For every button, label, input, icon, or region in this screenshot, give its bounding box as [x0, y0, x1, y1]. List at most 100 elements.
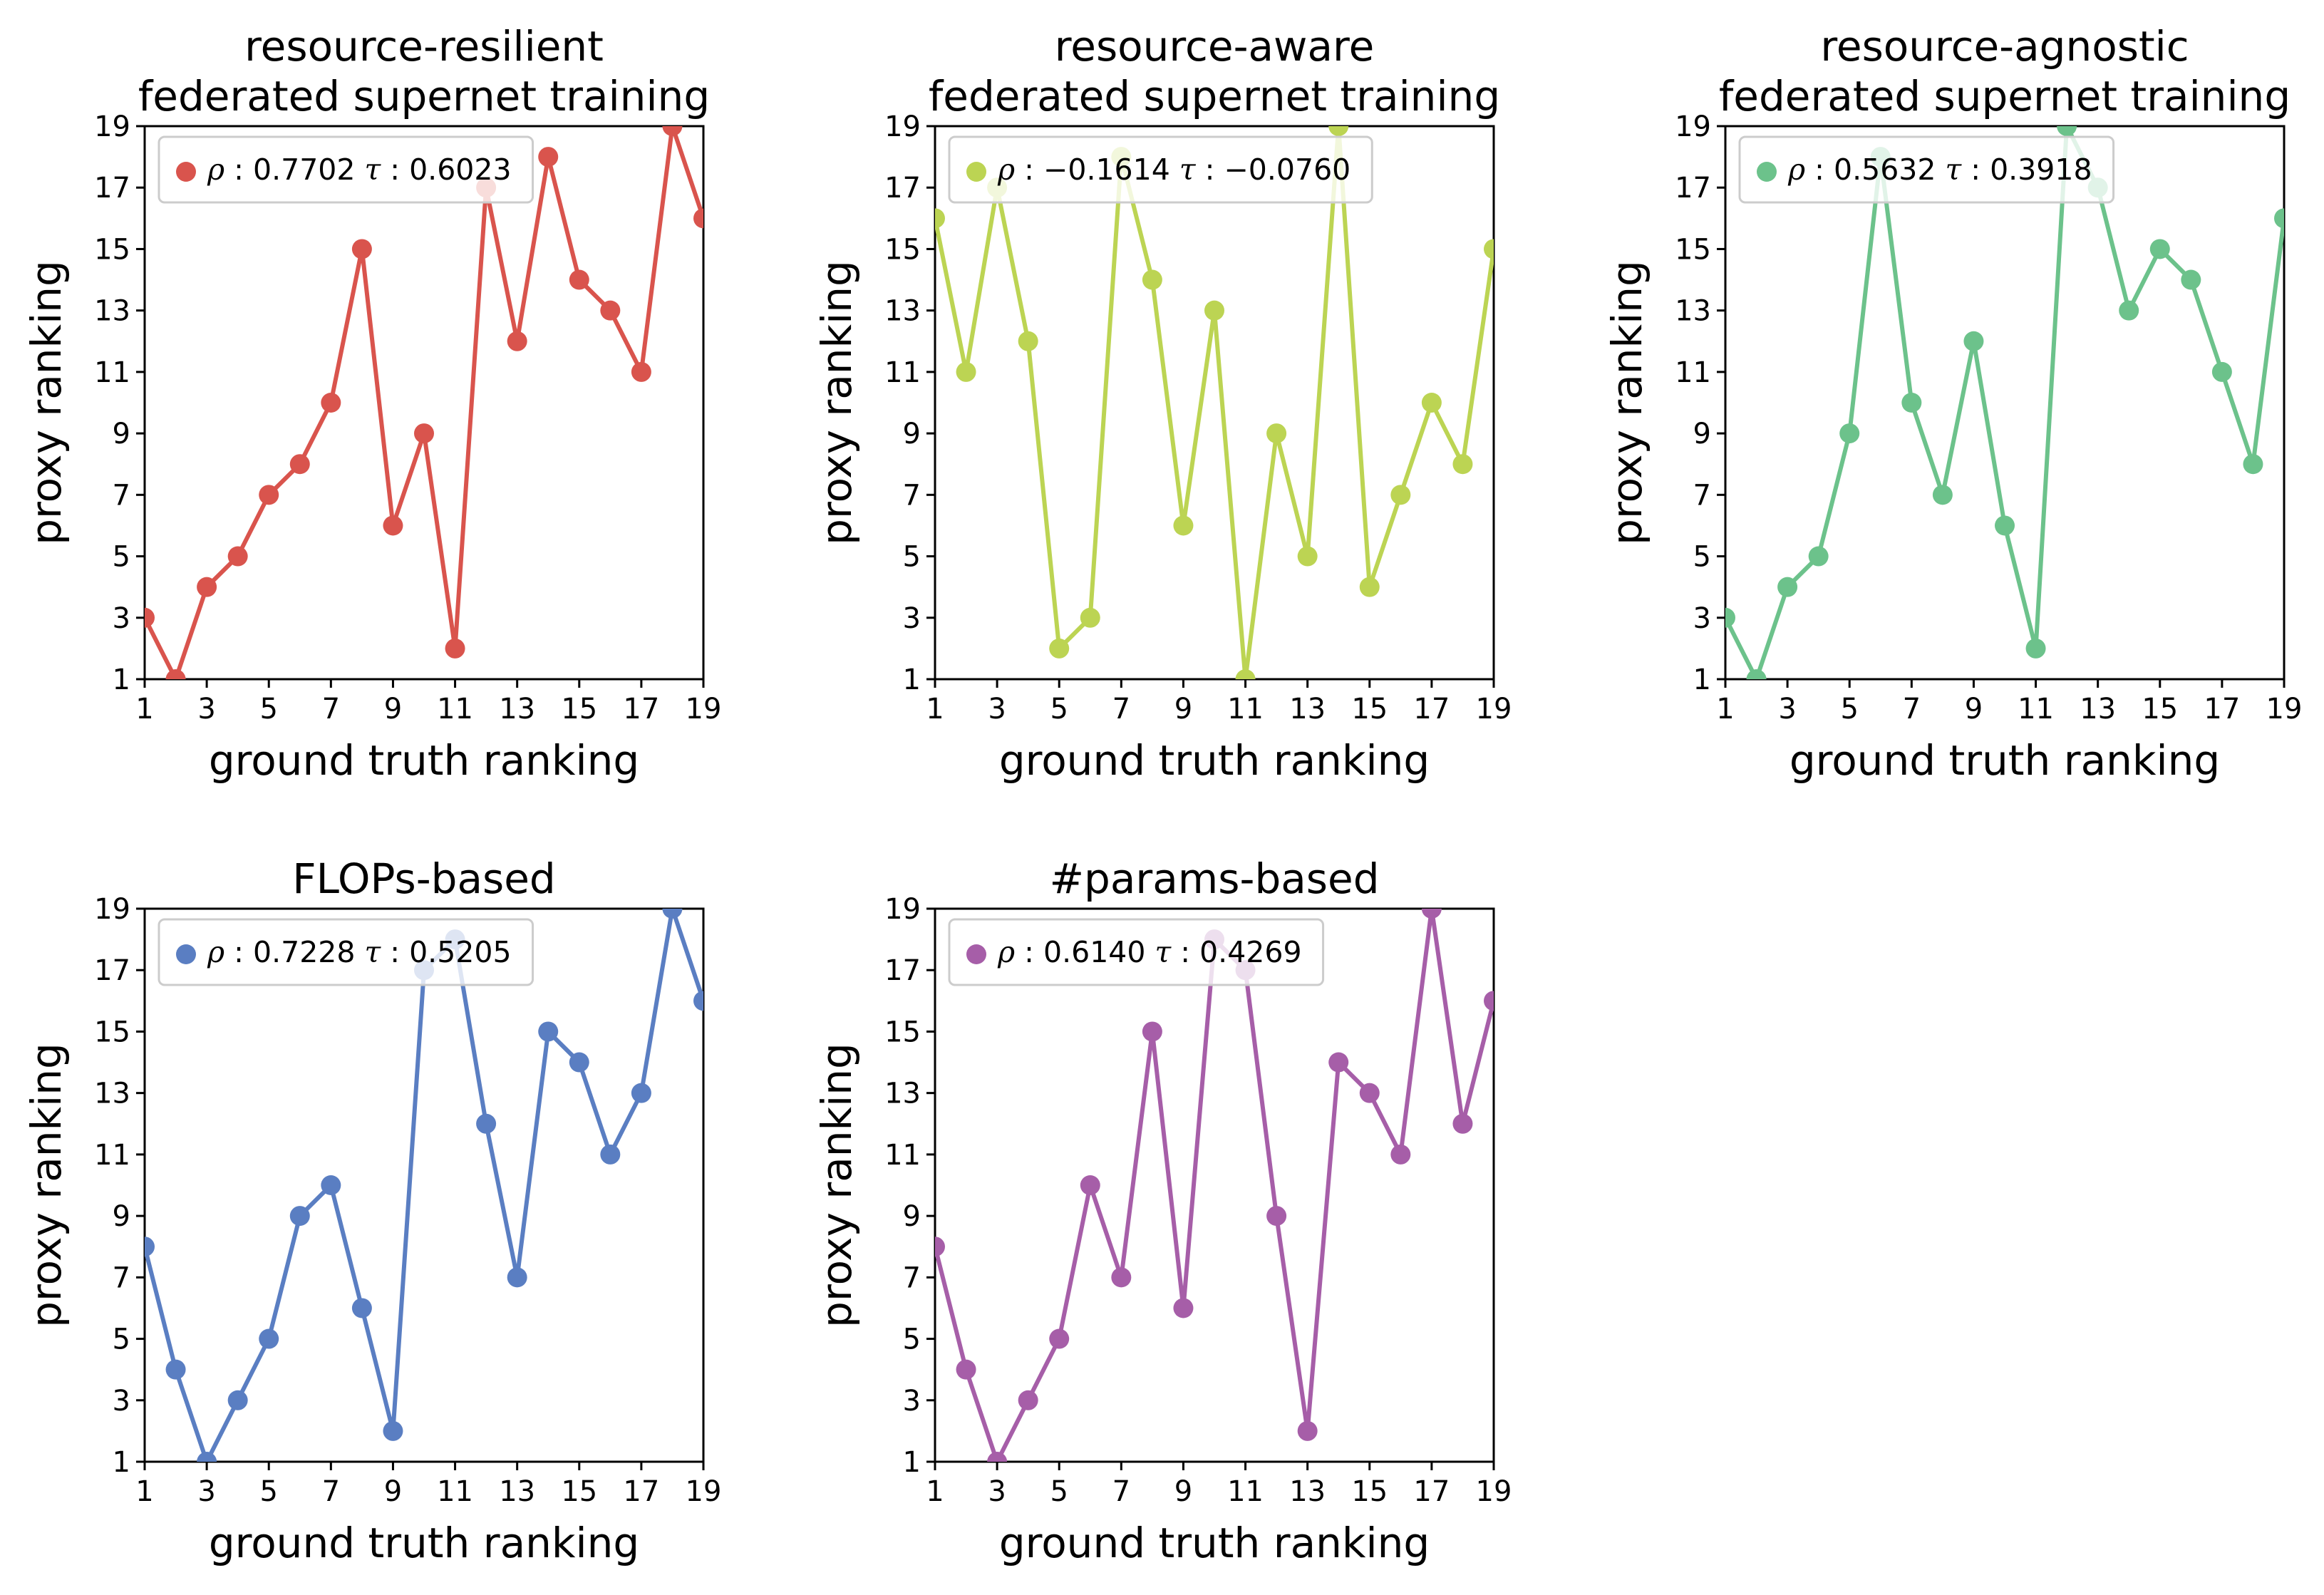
y-tick-label: 15 — [94, 233, 130, 266]
y-tick-label: 11 — [884, 1139, 921, 1172]
y-tick-label: 5 — [113, 1323, 130, 1356]
x-tick-label: 19 — [1476, 693, 1512, 726]
data-point — [1963, 331, 1984, 351]
x-tick-label: 3 — [1778, 693, 1796, 726]
x-tick-label: 13 — [499, 1475, 535, 1508]
x-tick-label: 15 — [561, 1475, 597, 1508]
data-point — [631, 361, 651, 382]
legend-marker — [176, 162, 196, 182]
x-tick-label: 15 — [1351, 693, 1388, 726]
data-point — [476, 1113, 497, 1134]
x-tick-label: 3 — [197, 1475, 215, 1508]
x-tick-label: 19 — [686, 693, 722, 726]
data-point — [1142, 1021, 1162, 1042]
data-point — [1297, 546, 1318, 567]
data-point — [1111, 1267, 1132, 1288]
data-point — [600, 1144, 621, 1165]
x-tick-label: 5 — [259, 693, 277, 726]
data-point — [538, 1021, 559, 1042]
chart-title-line: FLOPs-based — [292, 855, 555, 903]
x-tick-label: 15 — [2142, 693, 2178, 726]
y-tick-label: 17 — [94, 954, 130, 987]
y-tick-label: 19 — [94, 110, 130, 143]
data-point — [507, 331, 527, 351]
x-tick-label: 19 — [686, 1475, 722, 1508]
y-tick-label: 9 — [903, 418, 921, 450]
y-tick-label: 3 — [113, 1385, 130, 1418]
y-tick-label: 7 — [113, 1261, 130, 1294]
data-point — [569, 269, 589, 290]
legend-marker — [176, 944, 196, 964]
legend-rho-value: 0.7702 — [253, 153, 355, 187]
data-point — [600, 300, 621, 321]
y-tick-label: 3 — [1693, 602, 1711, 635]
plot-frame — [143, 125, 705, 681]
legend-box — [948, 135, 1373, 204]
chart-title-line: federated supernet training — [1719, 72, 2291, 120]
legend-tau-symbol: τ — [1155, 935, 1172, 969]
y-tick-label: 11 — [1675, 356, 1711, 389]
data-point — [1173, 1298, 1194, 1318]
data-point — [662, 126, 683, 136]
y-tick-label: 3 — [903, 602, 921, 635]
y-tick-label: 15 — [94, 1016, 130, 1048]
y-tick-label: 7 — [903, 1261, 921, 1294]
data-point — [1452, 1113, 1473, 1134]
data-point — [1173, 515, 1194, 536]
x-axis-label: ground truth ranking — [999, 736, 1430, 785]
x-tick-label: 3 — [988, 693, 1006, 726]
data-point — [693, 208, 703, 229]
data-point — [631, 1083, 651, 1103]
legend-marker — [1757, 162, 1777, 182]
x-tick-label: 17 — [1413, 693, 1450, 726]
x-tick-label: 3 — [988, 1475, 1006, 1508]
data-point — [1328, 126, 1349, 136]
y-tick-label: 13 — [1675, 295, 1711, 328]
data-point — [1359, 1083, 1380, 1103]
y-tick-label: 11 — [94, 1139, 130, 1172]
data-point — [2243, 454, 2263, 475]
y-axis-label: proxy ranking — [812, 260, 861, 545]
x-tick-label: 9 — [1965, 693, 1983, 726]
legend: ρ : 0.5632 τ : 0.3918 — [1738, 135, 2115, 204]
x-tick-label: 1 — [1716, 693, 1734, 726]
data-point — [1266, 423, 1287, 444]
data-point — [227, 1390, 248, 1410]
y-tick-label: 1 — [903, 1446, 921, 1479]
data-point — [1297, 1420, 1318, 1441]
data-point — [2274, 208, 2284, 229]
x-tick-label: 17 — [623, 693, 659, 726]
x-tick-label: 9 — [1174, 1475, 1192, 1508]
data-point — [1390, 1144, 1411, 1165]
data-point — [165, 669, 186, 679]
legend-rho-symbol: ρ — [997, 935, 1015, 969]
y-tick-label: 7 — [903, 479, 921, 512]
data-point — [259, 1328, 279, 1349]
y-tick-label: 19 — [94, 893, 130, 926]
x-tick-label: 11 — [2018, 693, 2054, 726]
data-point — [1359, 577, 1380, 597]
x-tick-label: 19 — [1476, 1475, 1512, 1508]
legend-tau-value: 0.5205 — [409, 935, 511, 969]
series-group — [145, 126, 703, 679]
legend-rho-value: 0.5632 — [1834, 153, 1936, 187]
series-line — [935, 126, 1494, 679]
x-tick-label: 13 — [2080, 693, 2116, 726]
data-point — [538, 147, 559, 167]
plot-frame — [143, 907, 705, 1463]
y-tick-label: 17 — [884, 172, 921, 205]
legend-tau-symbol: τ — [365, 153, 382, 187]
chart-title-line: federated supernet training — [138, 72, 710, 120]
data-point — [693, 991, 703, 1011]
y-tick-label: 9 — [113, 1200, 130, 1233]
legend-box — [948, 918, 1325, 986]
legend-tau-value: 0.3918 — [1990, 153, 2092, 187]
data-point — [1204, 300, 1224, 321]
data-point — [289, 1206, 310, 1227]
data-point — [383, 1420, 403, 1441]
legend-tau-value: 0.4269 — [1199, 935, 1301, 969]
legend: ρ : −0.1614 τ : −0.0760 — [948, 135, 1373, 204]
x-tick-label: 1 — [135, 1475, 153, 1508]
